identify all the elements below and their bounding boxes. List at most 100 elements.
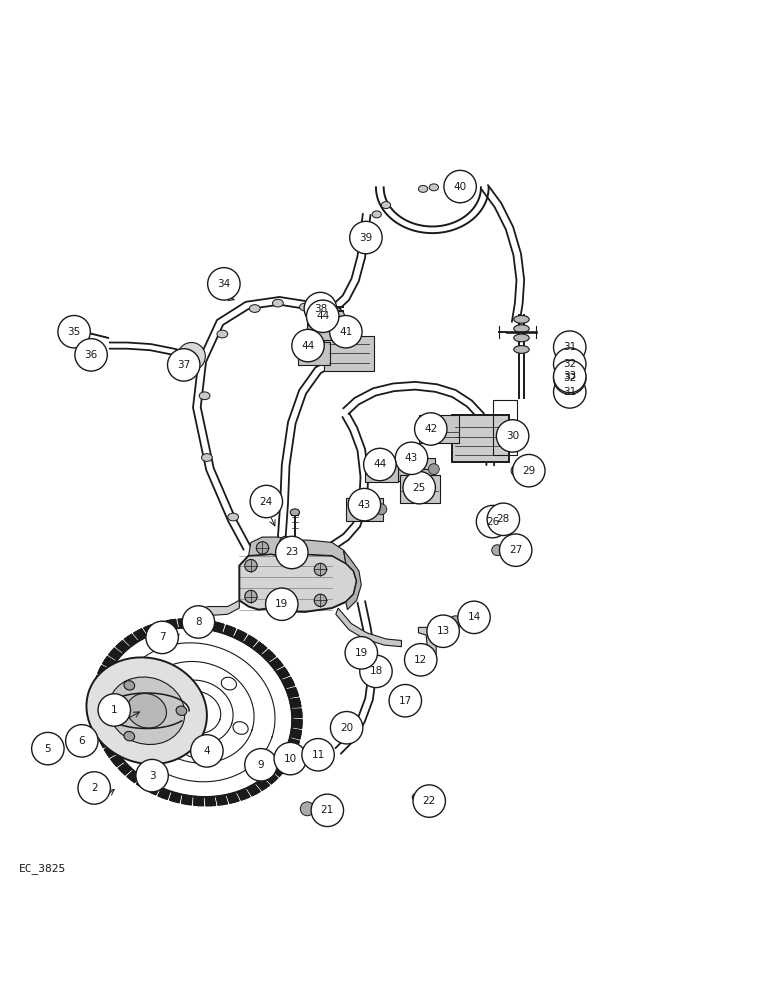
Polygon shape xyxy=(95,727,106,733)
Polygon shape xyxy=(292,713,302,718)
Text: 6: 6 xyxy=(79,736,85,746)
Circle shape xyxy=(403,471,435,504)
Circle shape xyxy=(554,331,586,363)
Circle shape xyxy=(554,376,586,408)
Polygon shape xyxy=(163,790,170,799)
Text: 27: 27 xyxy=(509,545,523,555)
Polygon shape xyxy=(159,621,167,631)
Polygon shape xyxy=(148,624,157,634)
Circle shape xyxy=(449,616,462,628)
Circle shape xyxy=(314,563,327,576)
Circle shape xyxy=(428,464,439,475)
Polygon shape xyxy=(100,666,110,673)
Text: 14: 14 xyxy=(467,612,481,622)
FancyBboxPatch shape xyxy=(398,458,435,481)
Polygon shape xyxy=(217,623,224,633)
Circle shape xyxy=(483,516,494,527)
Polygon shape xyxy=(127,770,137,780)
Polygon shape xyxy=(174,793,181,803)
Text: 2: 2 xyxy=(91,783,97,793)
Text: 41: 41 xyxy=(339,327,353,337)
Polygon shape xyxy=(253,642,263,651)
Ellipse shape xyxy=(398,689,412,700)
Text: 44: 44 xyxy=(301,341,315,351)
Circle shape xyxy=(395,442,428,475)
Polygon shape xyxy=(283,751,294,759)
Polygon shape xyxy=(279,671,290,679)
FancyBboxPatch shape xyxy=(346,498,383,521)
Circle shape xyxy=(32,732,64,765)
Text: 40: 40 xyxy=(453,182,467,192)
Polygon shape xyxy=(276,667,287,675)
Ellipse shape xyxy=(283,745,296,757)
Polygon shape xyxy=(96,675,107,682)
FancyBboxPatch shape xyxy=(298,342,330,365)
Polygon shape xyxy=(287,742,298,749)
Polygon shape xyxy=(286,688,297,694)
Circle shape xyxy=(266,588,298,620)
Circle shape xyxy=(348,488,381,521)
Text: 42: 42 xyxy=(424,424,438,434)
Polygon shape xyxy=(274,764,285,773)
Circle shape xyxy=(554,348,586,380)
Polygon shape xyxy=(185,600,239,633)
Text: 4: 4 xyxy=(204,746,210,756)
Circle shape xyxy=(405,644,437,676)
Circle shape xyxy=(314,594,327,607)
Polygon shape xyxy=(290,698,300,703)
Text: 5: 5 xyxy=(45,744,51,754)
Polygon shape xyxy=(181,795,188,804)
Polygon shape xyxy=(130,773,141,783)
Ellipse shape xyxy=(127,693,167,728)
Polygon shape xyxy=(93,690,103,696)
Polygon shape xyxy=(221,795,228,805)
Circle shape xyxy=(458,601,490,634)
Polygon shape xyxy=(170,792,177,802)
Circle shape xyxy=(376,504,387,515)
Circle shape xyxy=(78,772,110,804)
Polygon shape xyxy=(109,651,120,660)
Polygon shape xyxy=(96,731,107,737)
Text: 44: 44 xyxy=(373,459,387,469)
Polygon shape xyxy=(178,619,185,628)
Polygon shape xyxy=(234,630,242,639)
Ellipse shape xyxy=(381,202,391,209)
Ellipse shape xyxy=(513,334,529,342)
Circle shape xyxy=(330,712,363,744)
Polygon shape xyxy=(93,686,103,692)
Circle shape xyxy=(245,749,277,781)
Circle shape xyxy=(302,739,334,771)
Circle shape xyxy=(208,268,240,300)
Polygon shape xyxy=(113,758,124,766)
Circle shape xyxy=(74,325,88,339)
Ellipse shape xyxy=(201,454,212,461)
Circle shape xyxy=(511,465,522,476)
Polygon shape xyxy=(94,679,105,686)
Ellipse shape xyxy=(418,185,428,192)
Polygon shape xyxy=(92,700,102,705)
FancyBboxPatch shape xyxy=(400,475,440,503)
Text: 31: 31 xyxy=(563,387,577,397)
Text: 12: 12 xyxy=(414,655,428,665)
Circle shape xyxy=(276,536,308,569)
Polygon shape xyxy=(154,622,163,632)
Polygon shape xyxy=(227,794,235,803)
Text: 19: 19 xyxy=(275,599,289,609)
Text: 30: 30 xyxy=(506,431,520,441)
Polygon shape xyxy=(92,711,102,716)
Ellipse shape xyxy=(513,325,529,332)
Text: 18: 18 xyxy=(369,666,383,676)
Polygon shape xyxy=(267,772,278,781)
Polygon shape xyxy=(213,622,219,631)
Circle shape xyxy=(300,802,314,816)
Polygon shape xyxy=(273,662,283,670)
Text: 39: 39 xyxy=(359,233,373,243)
Ellipse shape xyxy=(300,303,310,311)
Polygon shape xyxy=(190,619,195,628)
Ellipse shape xyxy=(290,509,300,516)
Ellipse shape xyxy=(425,789,437,798)
Polygon shape xyxy=(99,737,110,743)
Polygon shape xyxy=(92,707,102,711)
Circle shape xyxy=(298,348,309,359)
Circle shape xyxy=(427,615,459,647)
